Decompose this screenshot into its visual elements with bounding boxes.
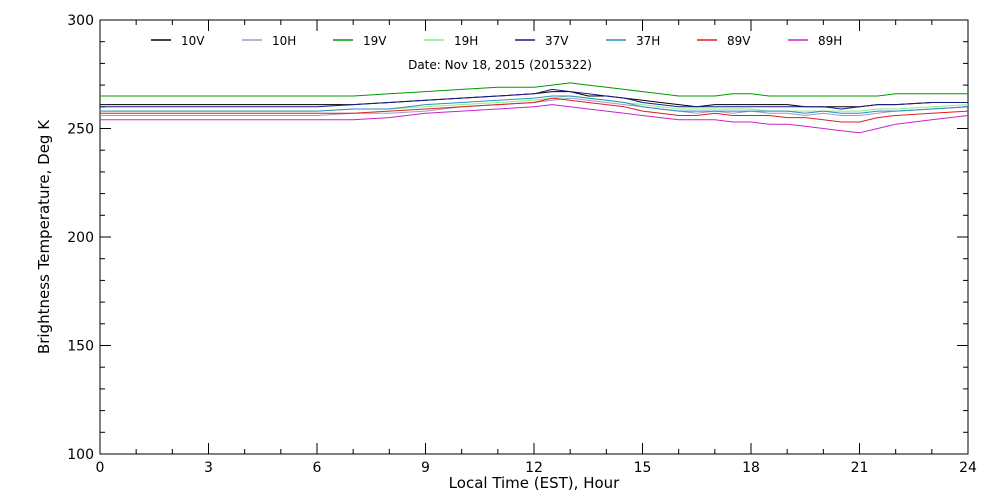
x-tick-label: 9 (421, 460, 430, 476)
y-tick-label: 150 (67, 339, 94, 355)
legend: 10V 10H 19V 19H 37V 37H 89V 89H (151, 34, 842, 48)
series-line-89h (100, 104, 969, 134)
plot-frame (99, 19, 969, 455)
series-line-10h (100, 97, 969, 116)
legend-label-37v: 37V (545, 34, 569, 48)
series-layer (100, 82, 969, 134)
legend-label-19h: 19H (454, 34, 478, 48)
y-tick-label: 200 (67, 230, 94, 246)
x-tick-label: 21 (851, 460, 869, 476)
legend-label-37h: 37H (636, 34, 660, 48)
legend-label-19v: 19V (363, 34, 387, 48)
x-axis-label: Local Time (EST), Hour (449, 474, 620, 492)
y-axis-ticks: 100 150 200 250 300 (67, 13, 968, 463)
series-line-19v (100, 82, 968, 97)
y-tick-label: 300 (67, 13, 94, 29)
legend-label-89h: 89H (818, 34, 842, 48)
x-tick-label: 12 (525, 460, 543, 476)
series-line-37h (100, 95, 969, 114)
x-tick-label: 24 (959, 460, 977, 476)
series-line-89v (100, 97, 969, 123)
series-line-37v (100, 88, 968, 110)
x-tick-label: 3 (204, 460, 213, 476)
x-tick-label: 15 (634, 460, 652, 476)
y-tick-label: 100 (67, 447, 94, 463)
legend-label-89v: 89V (727, 34, 751, 48)
x-tick-label: 0 (96, 460, 105, 476)
y-tick-label: 250 (67, 122, 94, 138)
y-axis-label: Brightness Temperature, Deg K (35, 119, 53, 354)
x-axis-ticks: 0 3 6 9 12 15 18 21 24 (96, 20, 977, 476)
legend-label-10v: 10V (181, 34, 205, 48)
legend-label-10h: 10H (272, 34, 296, 48)
x-tick-label: 18 (742, 460, 760, 476)
x-tick-label: 6 (313, 460, 322, 476)
chart-title: Date: Nov 18, 2015 (2015322) (408, 58, 592, 72)
